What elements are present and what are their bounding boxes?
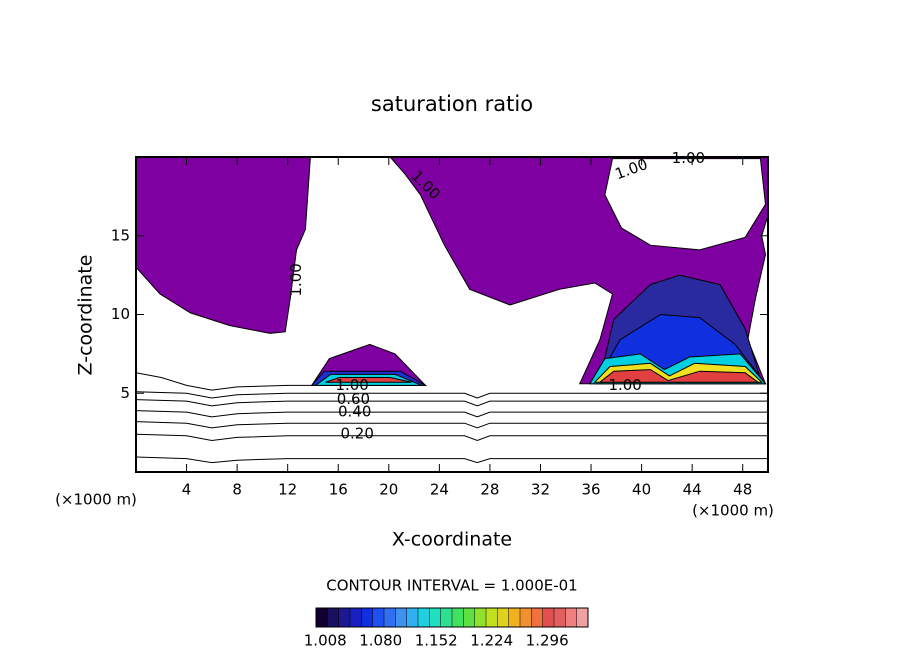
colorbar-cell <box>497 608 510 627</box>
contour-interval: CONTOUR INTERVAL = 1.000E-01 <box>326 577 577 595</box>
x-tick-label: 36 <box>581 481 600 499</box>
contour-label: 0.40 <box>338 403 371 421</box>
colorbar-cell <box>316 608 328 627</box>
colorbar-frame <box>315 607 589 628</box>
x-tick-label: 4 <box>182 481 192 499</box>
contour-line <box>136 456 768 464</box>
contour-label: 0.60 <box>337 390 370 408</box>
colorbar-cell <box>361 608 374 627</box>
x-tick-label: 20 <box>379 481 398 499</box>
x-axis-label: X-coordinate <box>392 529 512 551</box>
y-axis-label: Z-coordinate <box>75 255 97 376</box>
filled-region <box>604 158 767 251</box>
contour-line <box>136 391 768 399</box>
colorbar-cell <box>418 608 430 627</box>
contour-label: 1.00 <box>608 376 641 394</box>
x-unit-label: (×1000 m) <box>692 502 774 520</box>
colorbar-tick-label: 1.152 <box>415 632 458 650</box>
contour-line <box>136 433 768 442</box>
x-tick-label: 44 <box>683 481 702 499</box>
y-tick-label: 10 <box>111 305 130 323</box>
chart-title: saturation ratio <box>371 92 533 116</box>
colorbar-cell <box>565 608 578 627</box>
colorbar-cell <box>350 608 362 627</box>
colorbar-cell <box>452 608 464 627</box>
x-tick-label: 8 <box>232 481 242 499</box>
colorbar-tick-label: 1.224 <box>470 632 513 650</box>
colorbar-cell <box>463 608 476 627</box>
colorbar-tick-label: 1.008 <box>304 632 347 650</box>
colorbar-cell <box>406 608 419 627</box>
colorbar-tick-label: 1.296 <box>526 632 569 650</box>
contour-line <box>136 410 768 418</box>
x-tick-label: 24 <box>430 481 449 499</box>
x-tick-label: 48 <box>733 481 752 499</box>
contour-line <box>136 399 768 407</box>
filled-region <box>598 369 760 383</box>
x-tick-label: 32 <box>531 481 550 499</box>
colorbar-cell <box>486 608 498 627</box>
colorbar-cell <box>474 608 487 627</box>
plot-area <box>136 157 768 464</box>
colorbar-cell <box>440 608 453 627</box>
x-tick-label: 12 <box>278 481 297 499</box>
colorbar-cell <box>554 608 566 627</box>
colorbar-cell <box>520 608 532 627</box>
colorbar-cell <box>327 608 340 627</box>
colorbar-cell <box>508 608 521 627</box>
colorbar-cell <box>531 608 544 627</box>
colorbar-tick-label: 1.080 <box>359 632 402 650</box>
y-tick-label: 15 <box>111 226 130 244</box>
filled-region <box>325 377 412 383</box>
contour-label: 1.00 <box>335 376 368 394</box>
x-tick-label: 16 <box>329 481 348 499</box>
contour-line <box>136 372 313 391</box>
colorbar-cell <box>338 608 351 627</box>
x-tick-label: 40 <box>632 481 651 499</box>
filled-region <box>136 157 311 334</box>
contour-line <box>136 421 768 429</box>
contour-label: 0.20 <box>340 425 373 443</box>
colorbar-cell <box>372 608 385 627</box>
colorbar-cell <box>576 608 589 627</box>
colorbar-cell <box>395 608 408 627</box>
contour-label: 1.00 <box>287 263 305 296</box>
y-tick-label: 5 <box>120 384 130 402</box>
colorbar-cell <box>384 608 396 627</box>
x-tick-label: 28 <box>480 481 499 499</box>
colorbar-cell <box>429 608 442 627</box>
contour-label: 1.00 <box>672 149 705 167</box>
x-unit-label: (×1000 m) <box>55 491 137 509</box>
colorbar-cell <box>542 608 555 627</box>
